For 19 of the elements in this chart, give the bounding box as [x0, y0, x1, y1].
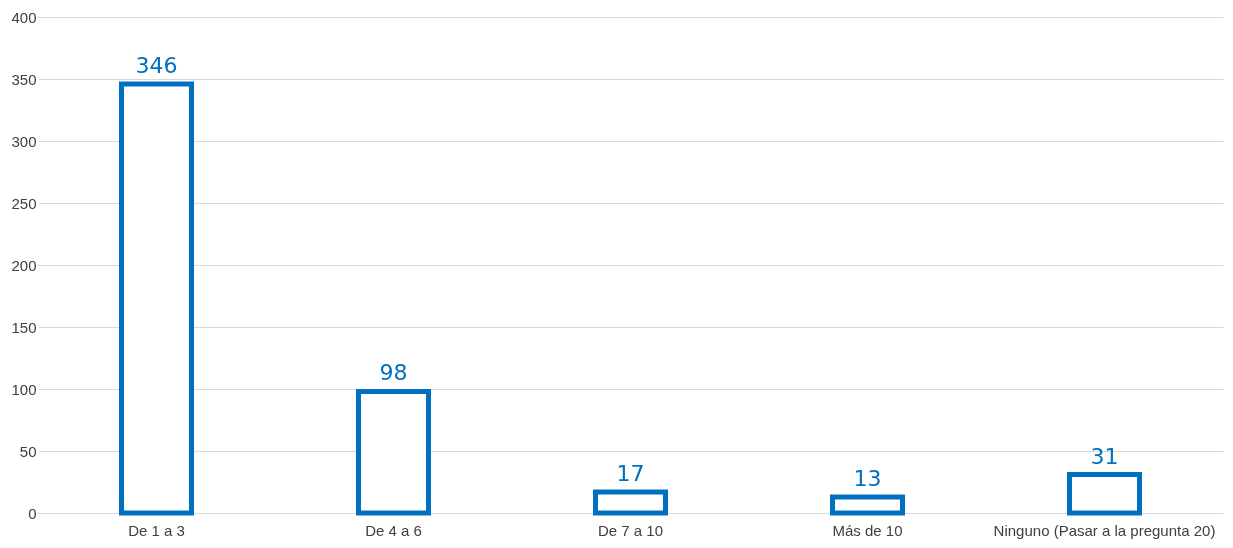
y-tick-label: 150	[11, 318, 37, 336]
data-label: 17	[616, 460, 645, 486]
data-label: 98	[379, 360, 408, 386]
x-tick-label: Más de 10	[832, 521, 903, 539]
y-tick-label: 200	[11, 256, 37, 274]
x-tick-label: De 4 a 6	[365, 521, 422, 539]
y-tick-label: 100	[11, 380, 37, 398]
y-tick-label: 0	[28, 504, 37, 522]
y-tick-label: 350	[11, 70, 37, 88]
y-tick-label: 300	[11, 132, 37, 150]
x-tick-label: De 1 a 3	[128, 521, 185, 539]
data-label: 13	[853, 465, 882, 491]
x-tick-label: De 7 a 10	[597, 521, 664, 539]
x-tick-label: Ninguno (Pasar a la pregunta 20)	[993, 521, 1216, 539]
y-tick-label: 250	[11, 194, 37, 212]
y-tick-label: 400	[11, 8, 37, 26]
data-label: 346	[135, 52, 178, 78]
y-tick-label: 50	[19, 442, 37, 460]
data-label: 31	[1090, 443, 1119, 469]
